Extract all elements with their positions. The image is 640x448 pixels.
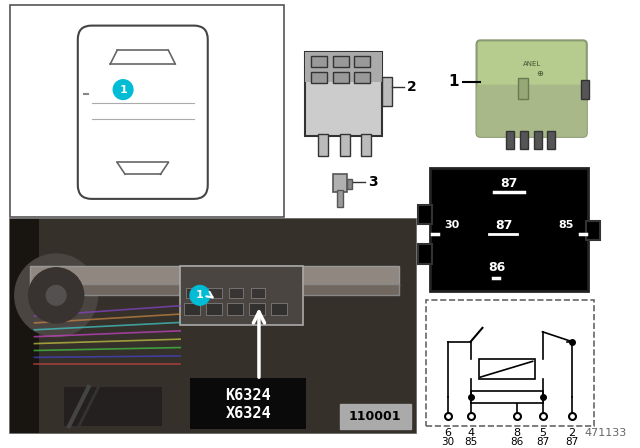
Bar — [271, 303, 287, 315]
Bar — [249, 303, 265, 315]
Bar — [382, 77, 392, 106]
Bar — [184, 303, 200, 315]
FancyBboxPatch shape — [477, 40, 587, 137]
Bar — [180, 266, 303, 325]
Bar — [227, 303, 243, 315]
Bar — [337, 190, 342, 207]
Bar — [305, 52, 382, 136]
Text: 1: 1 — [196, 290, 204, 300]
Text: 4: 4 — [467, 428, 474, 438]
Bar — [64, 387, 163, 426]
Text: 471133: 471133 — [585, 428, 627, 438]
Circle shape — [46, 285, 66, 305]
Text: K6324: K6324 — [225, 388, 271, 403]
Circle shape — [29, 268, 84, 323]
Text: 3: 3 — [368, 175, 378, 189]
Bar — [419, 205, 432, 224]
Text: 87: 87 — [500, 177, 518, 190]
Text: 85: 85 — [559, 220, 574, 230]
Bar — [355, 72, 370, 83]
Bar — [547, 131, 556, 149]
Bar — [29, 284, 399, 295]
Bar — [333, 56, 349, 67]
Bar — [430, 168, 588, 292]
Bar — [419, 244, 432, 264]
FancyBboxPatch shape — [78, 26, 208, 199]
Bar — [10, 219, 40, 433]
Text: 5: 5 — [539, 428, 546, 438]
Bar — [581, 80, 589, 99]
Bar — [206, 303, 221, 315]
Bar — [355, 56, 370, 67]
Bar — [10, 219, 415, 433]
Text: 86: 86 — [488, 261, 506, 274]
Text: 8: 8 — [513, 428, 520, 438]
Bar — [506, 131, 514, 149]
Circle shape — [113, 80, 133, 99]
Bar — [347, 179, 351, 189]
Text: 1: 1 — [119, 85, 127, 95]
Bar — [311, 56, 327, 67]
Bar — [340, 404, 411, 429]
Bar — [10, 5, 284, 216]
Text: 87: 87 — [536, 437, 549, 447]
Bar — [318, 134, 328, 155]
FancyBboxPatch shape — [477, 85, 587, 137]
Text: 85: 85 — [464, 437, 477, 447]
Bar — [362, 134, 371, 155]
Text: 110001: 110001 — [349, 410, 401, 423]
Bar — [534, 131, 541, 149]
Bar — [311, 72, 327, 83]
Circle shape — [15, 254, 97, 337]
Bar — [251, 289, 265, 298]
Bar — [520, 131, 528, 149]
Bar — [190, 378, 306, 429]
Text: 30: 30 — [444, 220, 460, 230]
Text: 2: 2 — [406, 80, 417, 94]
Bar — [29, 266, 399, 285]
Bar — [10, 219, 415, 433]
Bar — [333, 174, 347, 192]
Bar — [470, 391, 543, 403]
Bar — [305, 52, 382, 82]
Bar — [208, 289, 221, 298]
Bar — [586, 220, 600, 240]
Text: 87: 87 — [495, 219, 513, 232]
Bar — [229, 289, 243, 298]
Text: 87: 87 — [565, 437, 579, 447]
Bar — [333, 72, 349, 83]
Text: 6: 6 — [445, 428, 451, 438]
Circle shape — [190, 285, 210, 305]
Text: 30: 30 — [442, 437, 454, 447]
Text: ⊕: ⊕ — [536, 69, 543, 78]
Text: ANEL: ANEL — [522, 61, 541, 67]
Text: 1: 1 — [449, 74, 459, 89]
Bar — [426, 300, 594, 426]
Text: X6324: X6324 — [225, 406, 271, 421]
Bar — [186, 289, 200, 298]
Bar — [340, 134, 349, 155]
Bar — [479, 359, 534, 379]
Bar — [518, 78, 528, 99]
Text: 86: 86 — [510, 437, 524, 447]
Text: 2: 2 — [568, 428, 575, 438]
